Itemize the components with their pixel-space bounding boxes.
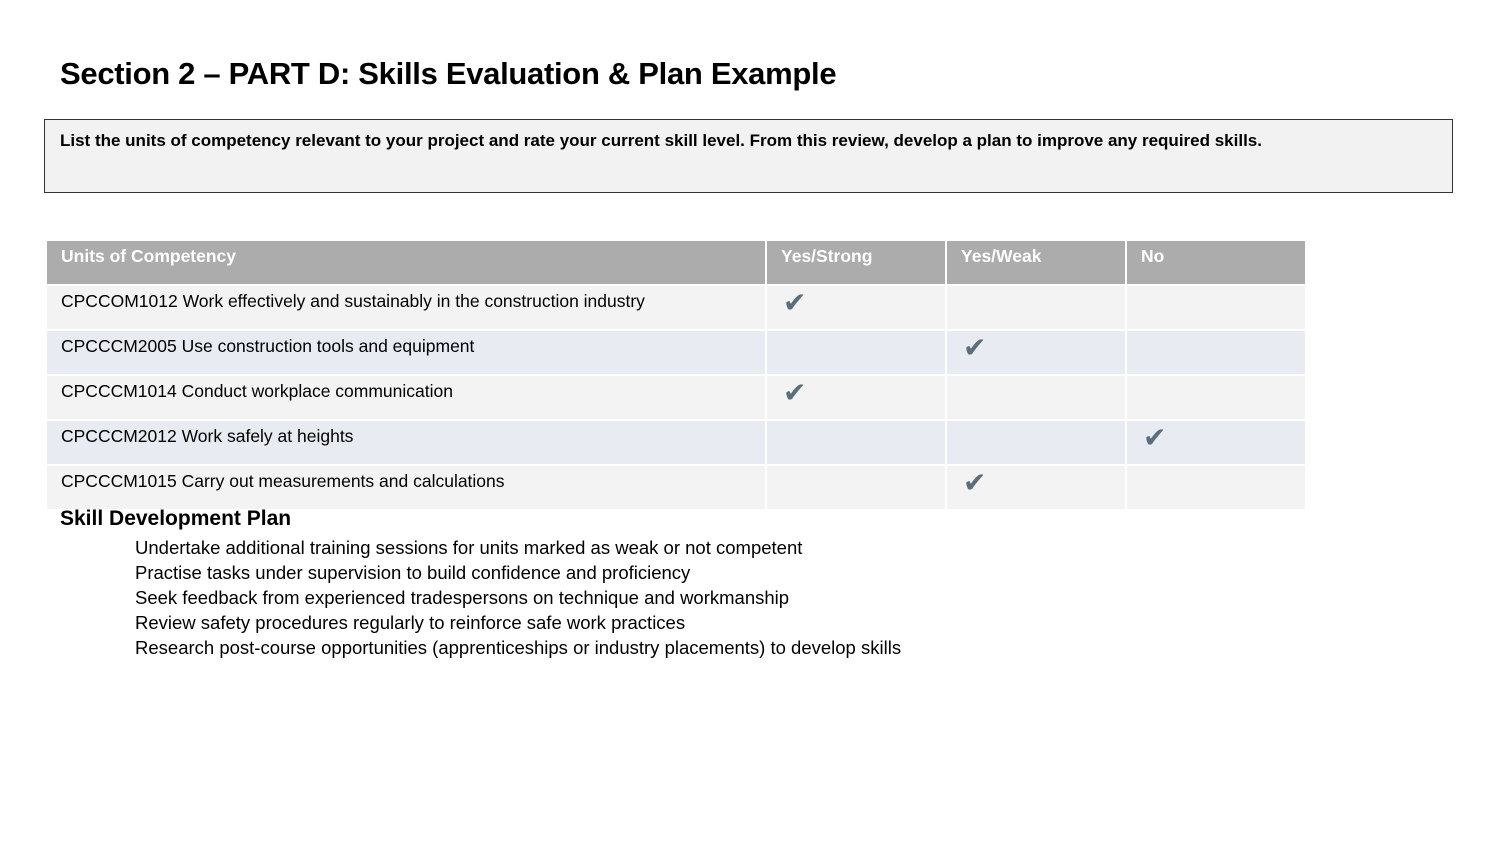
checkmark-icon: ✔ <box>783 286 807 319</box>
checkmark-icon: ✔ <box>1143 421 1167 454</box>
rating-cell-no <box>1125 284 1307 331</box>
header-no: No <box>1125 239 1307 286</box>
rating-cell-yes-weak <box>945 374 1127 421</box>
skills-table: Units of Competency Yes/Strong Yes/Weak … <box>45 239 1307 511</box>
rating-cell-no: ✔ <box>1125 419 1307 466</box>
instruction-box: List the units of competency relevant to… <box>44 119 1453 193</box>
rating-cell-no <box>1125 329 1307 376</box>
plan-list: Undertake additional training sessions f… <box>135 535 901 660</box>
rating-cell-yes-weak <box>945 419 1127 466</box>
rating-cell-yes-strong <box>765 419 947 466</box>
table-row: CPCCCM2012 Work safely at heights ✔ <box>45 419 1307 466</box>
table-header-row: Units of Competency Yes/Strong Yes/Weak … <box>45 239 1307 286</box>
unit-cell: CPCCCM1014 Conduct workplace communicati… <box>45 374 767 421</box>
rating-cell-yes-weak: ✔ <box>945 464 1127 511</box>
plan-item: Undertake additional training sessions f… <box>135 537 803 558</box>
page-title: Section 2 – PART D: Skills Evaluation & … <box>60 56 837 91</box>
rating-cell-no <box>1125 374 1307 421</box>
rating-cell-yes-weak <box>945 284 1127 331</box>
header-units: Units of Competency <box>45 239 767 286</box>
table-row: CPCCCM1014 Conduct workplace communicati… <box>45 374 1307 421</box>
unit-cell: CPCCCM2012 Work safely at heights <box>45 419 767 466</box>
plan-item: Research post-course opportunities (appr… <box>135 637 902 658</box>
rating-cell-yes-strong: ✔ <box>765 374 947 421</box>
unit-cell: CPCCCM2005 Use construction tools and eq… <box>45 329 767 376</box>
table-row: CPCCCM2005 Use construction tools and eq… <box>45 329 1307 376</box>
rating-cell-yes-strong <box>765 464 947 511</box>
rating-cell-yes-strong: ✔ <box>765 284 947 331</box>
plan-item: Seek feedback from experienced tradesper… <box>135 587 790 608</box>
checkmark-icon: ✔ <box>783 376 807 409</box>
unit-cell: CPCCOM1012 Work effectively and sustaina… <box>45 284 767 331</box>
rating-cell-no <box>1125 464 1307 511</box>
plan-item: Review safety procedures regularly to re… <box>135 612 686 633</box>
header-yes-weak: Yes/Weak <box>945 239 1127 286</box>
rating-cell-yes-strong <box>765 329 947 376</box>
table-row: CPCCCM1015 Carry out measurements and ca… <box>45 464 1307 511</box>
table-row: CPCCOM1012 Work effectively and sustaina… <box>45 284 1307 331</box>
plan-title: Skill Development Plan <box>60 507 292 530</box>
plan-item: Practise tasks under supervision to buil… <box>135 562 691 583</box>
instruction-text: List the units of competency relevant to… <box>60 131 1262 150</box>
unit-cell: CPCCCM1015 Carry out measurements and ca… <box>45 464 767 511</box>
rating-cell-yes-weak: ✔ <box>945 329 1127 376</box>
checkmark-icon: ✔ <box>963 331 987 364</box>
checkmark-icon: ✔ <box>963 466 987 499</box>
header-yes-strong: Yes/Strong <box>765 239 947 286</box>
